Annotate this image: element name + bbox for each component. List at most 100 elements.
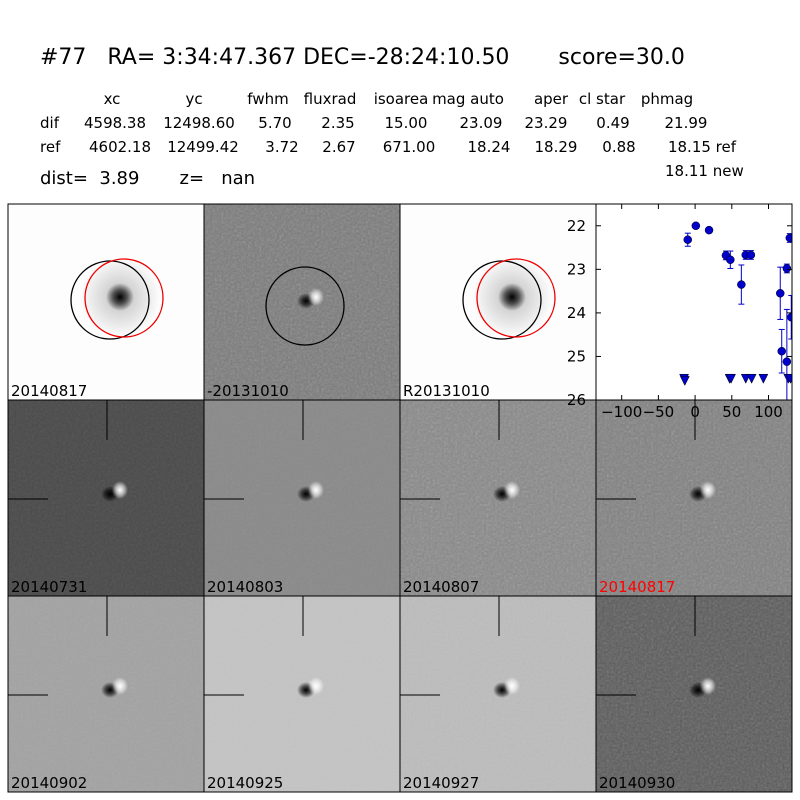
point xyxy=(782,264,792,273)
y-tick-label: 22 xyxy=(567,217,586,235)
cell: 3.72 xyxy=(265,138,298,156)
point xyxy=(777,346,786,356)
stamp-label: 20140731 xyxy=(11,578,87,596)
column-header: fwhm xyxy=(247,90,288,108)
point xyxy=(737,280,746,289)
stamp xyxy=(596,400,792,596)
y-tick-label: 24 xyxy=(567,304,586,322)
point xyxy=(785,233,792,243)
cell: 4602.18 xyxy=(89,138,151,156)
cell: 18.29 xyxy=(535,138,578,156)
plot-area xyxy=(679,221,792,400)
upper-limit xyxy=(785,373,792,384)
aperture xyxy=(84,258,164,338)
stamp xyxy=(204,204,400,400)
column-header: mag auto xyxy=(432,90,504,108)
stamp xyxy=(204,596,400,792)
upper-limit xyxy=(758,373,769,384)
point xyxy=(746,250,756,260)
dist-line: dist= 3.89 z= nan xyxy=(40,168,255,189)
column-header: phmag xyxy=(641,90,693,108)
y-tick-label: 23 xyxy=(567,260,586,278)
upper-limit xyxy=(746,373,757,384)
x-tick-label: 0 xyxy=(690,403,700,421)
column-header: aper xyxy=(534,90,569,108)
x-tick-label: −50 xyxy=(643,403,675,421)
aperture xyxy=(476,258,556,338)
column-header: isoarea xyxy=(374,90,429,108)
stamp-label: 20140817 xyxy=(11,382,87,400)
stamp-label: 20140807 xyxy=(403,578,479,596)
column-header: cl star xyxy=(579,90,626,108)
upper-limit xyxy=(726,373,736,384)
cell: 671.00 xyxy=(383,138,436,156)
point xyxy=(726,255,735,265)
x-tick-label: −100 xyxy=(601,403,642,421)
stamp xyxy=(204,400,400,596)
cell: 0.49 xyxy=(596,114,629,132)
dipole-pos xyxy=(112,481,128,499)
cell: 15.00 xyxy=(385,114,428,132)
dipole-pos xyxy=(700,677,716,695)
y-tick-label: 26 xyxy=(567,391,586,409)
new-mag: 18.11 new xyxy=(665,162,744,180)
stamp-frame xyxy=(595,595,793,793)
cell: 12499.42 xyxy=(167,138,239,156)
stamp-label: R20131010 xyxy=(403,382,490,400)
stamp-label: 20140902 xyxy=(11,774,87,792)
stamp xyxy=(596,596,792,792)
stamp-label: 20140803 xyxy=(207,578,283,596)
dipole-pos xyxy=(504,677,520,695)
stamp-label: 20140817 xyxy=(599,578,675,596)
point xyxy=(787,312,792,322)
cell: 4598.38 xyxy=(84,114,146,132)
cell: 23.29 xyxy=(525,114,568,132)
stamp xyxy=(8,596,204,792)
x-tick-label: 100 xyxy=(754,403,783,421)
point xyxy=(782,357,792,366)
plot-frame xyxy=(595,203,793,401)
column-header: fluxrad xyxy=(304,90,357,108)
x-tick-label: 50 xyxy=(722,403,741,421)
cell: 5.70 xyxy=(258,114,291,132)
aperture xyxy=(265,266,345,346)
dipole-pos xyxy=(700,481,716,499)
cell: 2.67 xyxy=(322,138,355,156)
stamp-label: -20131010 xyxy=(207,382,289,400)
dipole-pos xyxy=(112,677,128,695)
cell: 18.15 ref xyxy=(668,138,737,156)
source xyxy=(498,283,526,311)
y-tick-label: 25 xyxy=(567,347,586,365)
cell: 2.35 xyxy=(321,114,354,132)
row-label: ref xyxy=(40,138,61,156)
cell: 23.09 xyxy=(460,114,503,132)
cell: 0.88 xyxy=(602,138,635,156)
light-curve: 22 23 24 25 26 −100 −50 0 50 100 xyxy=(567,203,793,421)
stamp xyxy=(400,400,596,596)
stamp-label: 20140930 xyxy=(599,774,675,792)
stamp-label: 20140927 xyxy=(403,774,479,792)
point xyxy=(691,221,701,231)
dipole-pos xyxy=(308,481,324,499)
stamp xyxy=(400,596,596,792)
stamp xyxy=(8,400,204,596)
dipole-pos xyxy=(308,677,324,695)
source xyxy=(106,283,134,311)
dipole-pos xyxy=(308,288,324,306)
upper-limit xyxy=(679,376,690,386)
row-label: dif xyxy=(40,114,60,132)
cell: 21.99 xyxy=(665,114,708,132)
point xyxy=(704,225,714,235)
point xyxy=(683,235,693,244)
cell: 12498.60 xyxy=(163,114,235,132)
column-header: yc xyxy=(185,90,202,108)
table: xc yc fwhm fluxrad isoarea mag auto aper cl sta… xyxy=(40,90,737,156)
plot-bg xyxy=(596,204,792,400)
column-header: xc xyxy=(104,90,121,108)
stamp-label: 20140925 xyxy=(207,774,283,792)
cell: 18.24 xyxy=(468,138,511,156)
stamps: 20140817 -20131010 R20131010 20140731 201408… xyxy=(7,203,793,793)
stamp xyxy=(8,204,204,400)
title: #77 RA= 3:34:47.367 DEC=-28:24:10.50 sco… xyxy=(40,45,685,70)
